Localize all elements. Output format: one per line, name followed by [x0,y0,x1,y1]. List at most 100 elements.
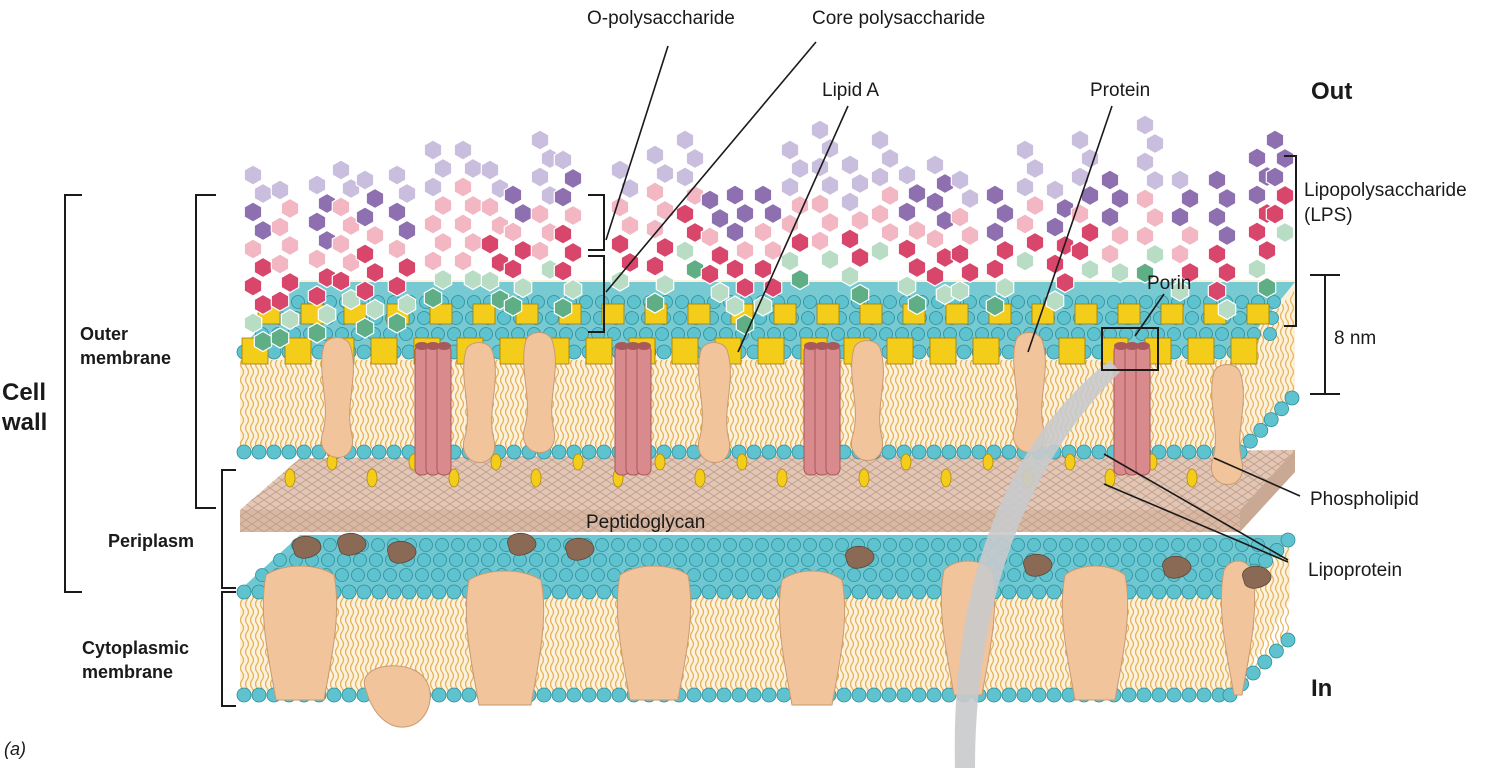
cytoplasmic-protein [262,565,338,701]
lipid-head [1257,654,1273,670]
sugar-hexagon [1045,216,1065,238]
lipid-a-block [1117,303,1141,325]
lps-chains [243,114,1295,353]
sugar-hexagon [423,287,443,309]
sugar-hexagon [1045,179,1065,201]
lipid-head [866,584,882,600]
sugar-hexagon [907,219,927,242]
sugar-hexagon [725,258,745,280]
sugar-hexagon [1055,197,1075,220]
sugar-hexagon [307,248,327,270]
sugar-hexagon [553,186,573,208]
sugar-hexagon [270,253,290,275]
lipid-head [911,584,927,600]
sugar-hexagon [387,275,407,297]
lipid-head [881,687,897,703]
lipid-head [371,538,385,552]
cell-wall-label-line2: wall [2,409,48,436]
outer-membrane-protein [1210,364,1244,485]
lipid-head [881,584,897,600]
lipid-head [1123,538,1137,552]
lipid-head [657,553,671,567]
sugar-hexagon [780,139,800,161]
sugar-hexagon [710,244,730,267]
sugar-hexagon [365,261,385,284]
sugar-hexagon [563,167,583,190]
lipid-head [401,584,417,600]
globular-protein [1023,553,1053,577]
sugar-hexagon [365,298,385,321]
lipid-head [643,538,657,552]
globular-protein [1242,565,1272,589]
phospholipid-leader [1213,457,1301,497]
lipid-head [1196,584,1212,600]
lipid-head [1139,295,1153,309]
lipid-head [911,344,927,360]
lipid-head [899,538,913,552]
sugar-hexagon [1170,243,1190,265]
sugar-hexagon [563,204,583,227]
lipid-a-block [773,303,797,325]
lipid-a-block [1058,337,1086,365]
lipid-head [465,553,479,567]
lipid-head [691,538,705,552]
lipid-head [1091,538,1105,552]
lipid-head [1089,553,1103,567]
sugar-hexagon [1275,221,1295,244]
lipid-head [833,553,847,567]
lipid-head [746,687,762,703]
lipid-head [1274,401,1289,417]
lipid-head [627,538,641,552]
cell-wall-bracket [64,194,82,593]
lipid-head [1155,538,1169,552]
lipid-head [1151,444,1167,460]
cytoplasmic-protein [1220,560,1256,696]
sugar-hexagon [1070,240,1090,262]
lipid-head [655,327,669,341]
sugar-hexagon [243,164,263,186]
sugar-hexagon [995,202,1015,225]
lipid-head [341,687,357,703]
globular-protein [565,537,595,561]
sugar-hexagon [850,283,870,306]
lipoprotein-anchor [1064,453,1076,471]
zoom-curve [954,360,1120,768]
lipid-head [1284,390,1300,406]
lipid-head [926,584,942,600]
lipid-head [1280,632,1296,648]
lipid-head [1151,584,1167,600]
lipid-head [383,568,397,582]
lipid-head [1009,553,1023,567]
sugar-hexagon [735,276,755,299]
outer-membrane-protein [522,332,556,453]
lipid-head [356,344,372,360]
sugar-hexagon [763,239,783,262]
globular-protein [507,532,537,556]
lipid-head [1075,538,1089,552]
lipid-head [847,568,861,582]
sugar-hexagon [355,243,375,265]
protein-leader [1027,105,1113,353]
sugar-hexagon [397,182,417,205]
sugar-hexagon [513,239,533,262]
sugar-hexagon [1135,114,1155,136]
lipid-head [1007,568,1021,582]
lipoprotein-anchor [448,468,460,488]
lipid-head [911,327,925,341]
lipid-head [963,538,977,552]
lipid-head [641,553,655,567]
sugar-hexagon [503,295,523,317]
sugar-hexagon [820,174,840,197]
lipid-head [1166,444,1182,460]
lipid-head [701,584,717,600]
lipid-head [611,538,625,552]
sugar-hexagon [1217,261,1237,284]
sugar-hexagon [1265,203,1285,225]
lipid-head [579,295,593,309]
lipoprotein-anchor [572,453,584,471]
lipid-head [819,538,833,552]
lipid-head [941,444,957,460]
lipid-head [1280,532,1296,548]
lipid-head [675,295,689,309]
sugar-hexagon [1100,206,1120,228]
